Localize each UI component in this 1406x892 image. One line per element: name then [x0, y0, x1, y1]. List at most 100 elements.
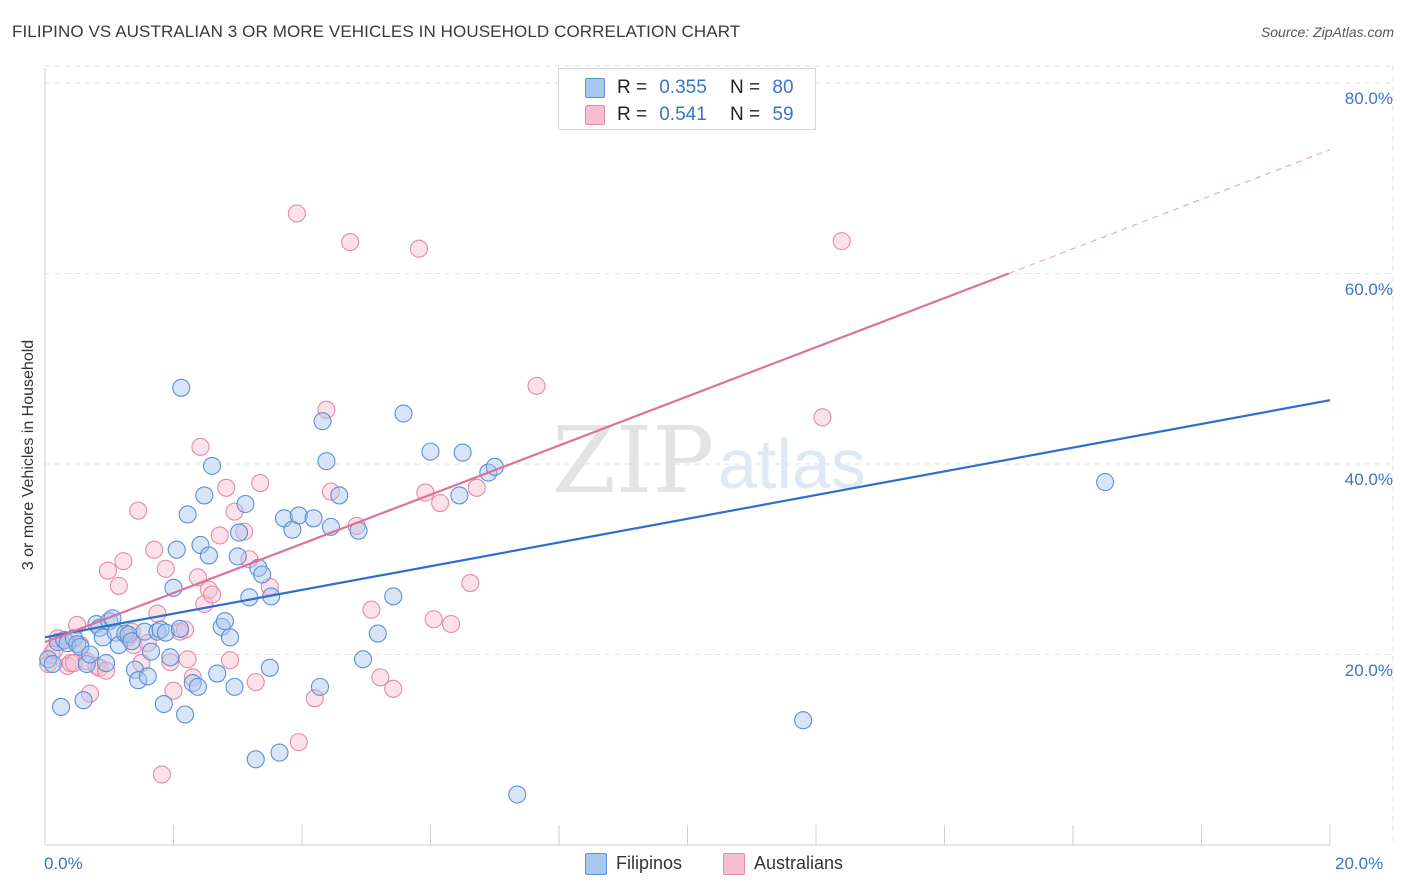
- filipinos-point: [71, 637, 90, 656]
- australians-point: [199, 580, 218, 599]
- filipinos-point: [167, 540, 186, 559]
- axes: [44, 68, 1331, 846]
- source-label: Source: ZipAtlas.com: [1260, 24, 1394, 40]
- australians-points: [39, 204, 851, 784]
- filipinos-point: [156, 623, 175, 642]
- australians-point: [371, 668, 390, 687]
- filipinos-legend-swatch: [585, 853, 607, 875]
- filipinos-swatch: [585, 78, 605, 98]
- n-value: 80: [772, 77, 794, 98]
- x-tick-max: 20.0%: [1335, 854, 1384, 873]
- filipinos-point: [1096, 473, 1115, 492]
- n-label: N =: [730, 104, 761, 125]
- australians-point: [145, 540, 164, 559]
- filipinos-point: [246, 750, 265, 769]
- australians-point: [164, 681, 183, 700]
- australians-point: [251, 473, 270, 493]
- australians-point: [217, 478, 236, 497]
- filipinos-point: [236, 494, 255, 514]
- filipinos-point: [68, 634, 87, 654]
- filipinos-point: [170, 619, 189, 638]
- australians-point: [246, 673, 265, 692]
- filipinos-point: [52, 697, 71, 716]
- filipinos-point: [240, 588, 259, 607]
- australians-point: [305, 689, 324, 708]
- filipinos-point: [74, 691, 93, 710]
- filipinos-point: [450, 486, 469, 505]
- filipinos-point: [208, 664, 227, 683]
- filipinos-point: [176, 705, 195, 724]
- australians-point: [235, 522, 254, 541]
- y-tick-label: 20.0%: [1344, 660, 1393, 680]
- filipinos-point: [260, 658, 279, 677]
- filipinos-point: [172, 378, 191, 397]
- australians-swatch: [585, 105, 605, 125]
- australians-point: [203, 585, 222, 604]
- australians-point: [442, 614, 461, 634]
- filipinos-point: [421, 442, 440, 461]
- n-value: 59: [772, 104, 794, 125]
- australians-point: [98, 561, 118, 580]
- filipinos-point: [178, 505, 197, 524]
- australians-point: [129, 501, 148, 520]
- australians-point: [461, 574, 480, 593]
- filipinos-point: [195, 486, 214, 505]
- filipinos-point: [394, 404, 413, 423]
- australians-point: [148, 604, 167, 623]
- filipinos-point: [368, 624, 387, 643]
- australians-point: [467, 478, 486, 497]
- chart-title: FILIPINO VS AUSTRALIAN 3 OR MORE VEHICLE…: [12, 22, 741, 41]
- australians-point: [813, 408, 832, 427]
- australians-trend-extension: [1008, 149, 1331, 274]
- australians-point: [341, 233, 360, 252]
- y-tick-label: 80.0%: [1344, 89, 1393, 108]
- filipinos-point: [384, 587, 403, 606]
- r-value: 0.541: [659, 104, 707, 125]
- australians-point: [191, 437, 210, 456]
- australians-point: [409, 239, 428, 258]
- filipinos-point: [138, 667, 157, 686]
- filipinos-point: [225, 677, 244, 696]
- filipinos-point: [199, 546, 218, 565]
- australians-point: [527, 376, 546, 395]
- filipinos-point: [161, 648, 180, 667]
- watermark-zip: ZIP: [552, 407, 714, 514]
- filipinos-point: [229, 523, 249, 542]
- r-value: 0.355: [659, 77, 707, 98]
- filipinos-point: [154, 694, 173, 714]
- filipinos-point: [220, 628, 240, 647]
- filipinos-point: [289, 506, 308, 525]
- australians-point: [317, 400, 336, 419]
- australians-point: [287, 204, 306, 223]
- filipinos-point: [310, 677, 330, 696]
- australians-point: [80, 684, 100, 703]
- x-tick-min: 0.0%: [44, 854, 83, 873]
- filipinos-point: [353, 650, 373, 669]
- australians-point: [178, 650, 197, 669]
- australians-point: [384, 679, 403, 698]
- watermark-atlas: atlas: [718, 425, 866, 503]
- filipinos-point: [453, 443, 472, 462]
- australians-point: [156, 559, 175, 578]
- australians-point: [289, 733, 308, 752]
- australians-legend-swatch: [723, 853, 745, 875]
- filipinos-point: [80, 645, 100, 664]
- legend-label: Filipinos: [616, 853, 683, 873]
- filipinos-point: [122, 632, 141, 651]
- trend-lines: [44, 149, 1331, 644]
- r-label: R =: [617, 77, 648, 98]
- filipinos-point: [129, 671, 148, 690]
- filipinos-trend-line: [44, 399, 1331, 639]
- filipinos-point: [794, 711, 813, 730]
- filipinos-point: [330, 486, 349, 505]
- australians-point: [431, 494, 450, 513]
- watermark: ZIP atlas: [552, 407, 866, 514]
- filipinos-points: [39, 378, 1115, 804]
- filipinos-point: [141, 642, 161, 661]
- australians-point: [362, 600, 381, 619]
- filipinos-point: [304, 509, 323, 528]
- filipinos-point: [135, 622, 154, 641]
- australians-point: [176, 620, 195, 639]
- stats-legend: R = 0.355 N = 80 R = 0.541 N = 59: [558, 68, 816, 130]
